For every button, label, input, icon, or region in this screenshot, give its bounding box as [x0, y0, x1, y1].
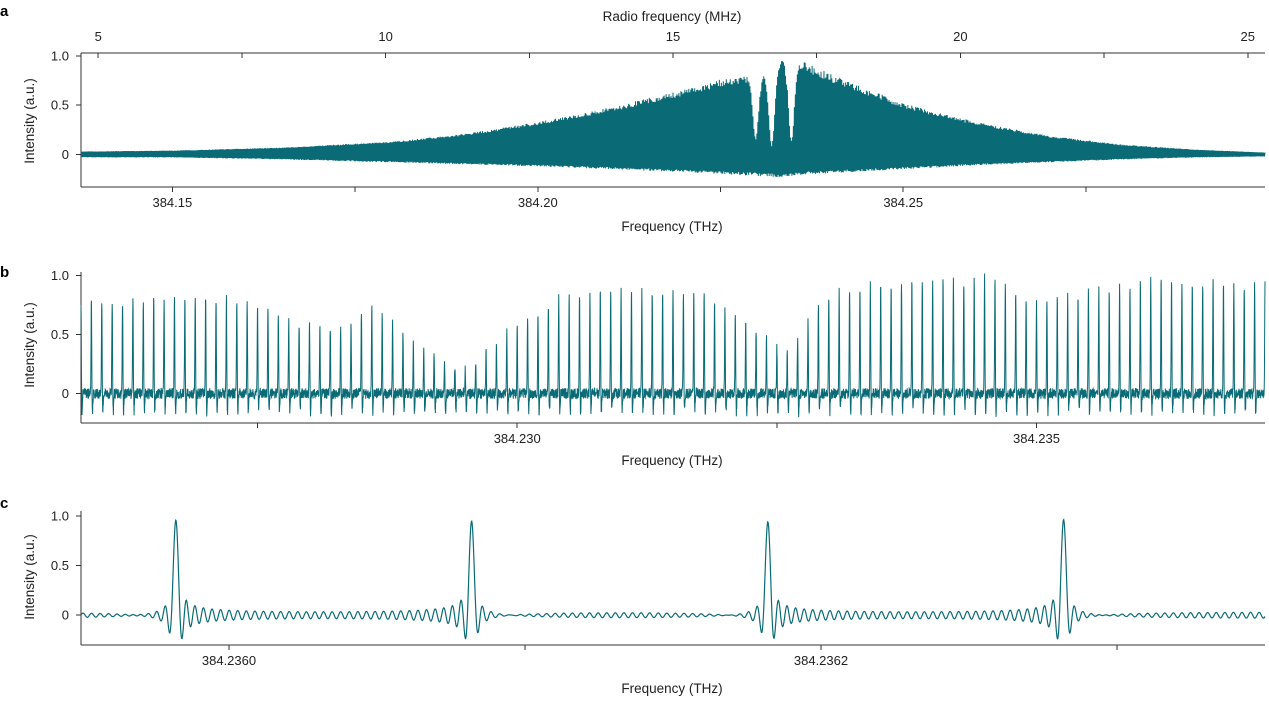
y-tick-label: 0.5: [51, 98, 69, 113]
panel-a-top-axis-title: Radio frequency (MHz): [603, 9, 742, 24]
y-tick-label: 1.0: [51, 268, 69, 283]
y-tick-label: 0.5: [51, 558, 69, 573]
panel-c-trace: [80, 518, 1266, 640]
top-tick-label: 10: [378, 29, 392, 44]
panel-a-ticks: 384.15 384.20 384.25 0 0.5 1.0 5 10 15 20 25: [51, 29, 1255, 210]
panel-a-letter: a: [0, 3, 9, 20]
y-tick-label: 0: [62, 386, 69, 401]
x-tick-label: 384.15: [152, 195, 192, 210]
panel-b: b Intensity (a.u.) Frequency (THz) 384.2…: [0, 264, 1266, 468]
panel-a-x-axis-title: Frequency (THz): [621, 219, 722, 234]
panel-a-series-line: [80, 61, 1266, 178]
y-tick-label: 0.5: [51, 327, 69, 342]
x-tick-label: 384.25: [883, 195, 923, 210]
panel-b-x-axis-title: Frequency (THz): [621, 453, 722, 468]
panel-c-ticks: 384.2360 384.2362 0 0.5 1.0: [51, 508, 1118, 668]
x-tick-label: 384.230: [494, 431, 541, 446]
panel-c: c Intensity (a.u.) Frequency (THz) 384.2…: [0, 495, 1266, 696]
x-tick-label: 384.235: [1013, 431, 1060, 446]
x-tick-label: 384.2362: [794, 653, 848, 668]
panel-a: a Radio frequency (MHz) Intensity (a.u.)…: [0, 3, 1266, 234]
x-tick-label: 384.2360: [202, 653, 256, 668]
top-tick-label: 20: [953, 29, 967, 44]
panel-b-ticks: 384.230 384.235 0 0.5 1.0: [51, 268, 1060, 446]
panel-b-y-axis-title: Intensity (a.u.): [22, 302, 37, 388]
panel-b-trace: [80, 273, 1266, 418]
y-tick-label: 0: [62, 147, 69, 162]
y-tick-label: 0: [62, 608, 69, 623]
panel-a-y-axis-title: Intensity (a.u.): [22, 78, 37, 164]
y-tick-label: 1.0: [51, 508, 69, 523]
top-tick-label: 15: [666, 29, 680, 44]
panel-c-x-axis-title: Frequency (THz): [621, 681, 722, 696]
panel-c-letter: c: [0, 495, 8, 512]
top-tick-label: 25: [1241, 29, 1255, 44]
panel-c-series-line: [80, 518, 1266, 640]
panel-b-series-line: [80, 273, 1266, 418]
y-tick-label: 1.0: [51, 48, 69, 63]
panel-b-letter: b: [0, 264, 9, 281]
x-tick-label: 384.20: [518, 195, 558, 210]
panel-c-axes: [80, 511, 1265, 646]
top-tick-label: 5: [95, 29, 102, 44]
panel-c-y-axis-title: Intensity (a.u.): [22, 534, 37, 620]
panel-a-trace: [80, 61, 1266, 178]
